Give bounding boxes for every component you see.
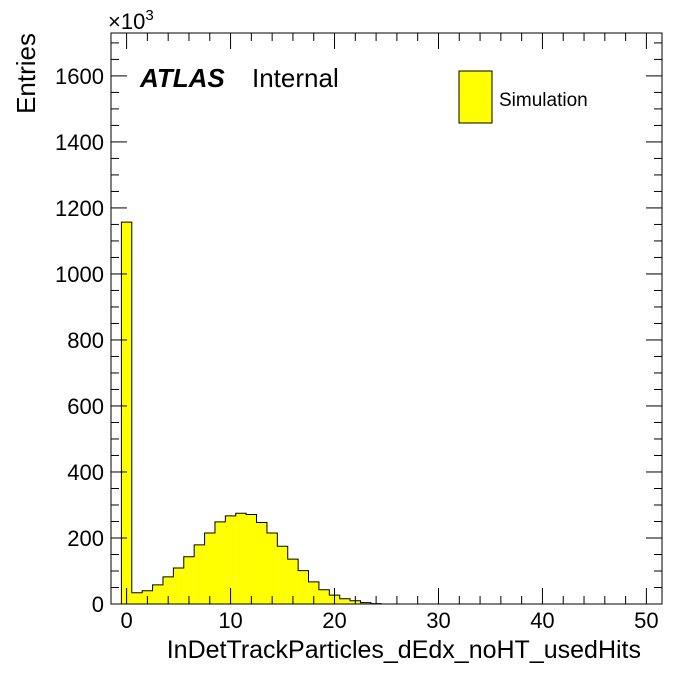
y-tick-label: 0: [92, 592, 104, 617]
histogram-bin: [319, 590, 329, 604]
y-tick-label: 1200: [55, 196, 104, 221]
plot-frame: [111, 33, 662, 604]
axis-ticks: [111, 33, 662, 604]
histogram-bin: [246, 515, 256, 604]
y-tick-label: 200: [67, 526, 104, 551]
x-tick-label: 30: [426, 608, 450, 633]
y-tick-label: 800: [67, 328, 104, 353]
histogram-bin: [267, 533, 277, 604]
histogram-bin: [153, 585, 163, 604]
y-tick-label: 1000: [55, 262, 104, 287]
histogram-bin: [132, 593, 142, 604]
x-tick-label: 50: [634, 608, 658, 633]
histogram-bin: [194, 545, 204, 604]
histogram-bin: [236, 513, 246, 604]
y-tick-label: 400: [67, 460, 104, 485]
y-tick-label: 1400: [55, 130, 104, 155]
y-axis-label: Entries: [11, 33, 41, 114]
histogram-bin: [215, 522, 225, 604]
x-tick-label: 0: [120, 608, 132, 633]
tick-labels: 0 10 20 30 40 50 0 200 400 600 800 1000 1200 1400 1600: [55, 64, 659, 633]
internal-label: Internal: [252, 63, 339, 93]
y-tick-label: 600: [67, 394, 104, 419]
legend-swatch: [459, 71, 492, 123]
y-multiplier: ×103: [108, 7, 154, 34]
y-tick-label: 1600: [55, 64, 104, 89]
x-tick-label: 10: [218, 608, 242, 633]
x-tick-label: 40: [530, 608, 554, 633]
x-tick-label: 20: [322, 608, 346, 633]
legend-label: Simulation: [499, 90, 588, 111]
histogram-bin: [298, 571, 308, 604]
histogram-bin: [340, 599, 350, 604]
atlas-label: ATLAS: [139, 63, 225, 93]
histogram-bars: [121, 222, 381, 604]
histogram-bin: [205, 533, 215, 604]
histogram-bin: [257, 522, 267, 604]
histogram-bin: [277, 546, 287, 604]
x-axis-label: InDetTrackParticles_dEdx_noHT_usedHits: [167, 636, 641, 664]
histogram-bin: [173, 568, 183, 604]
histogram-bin: [121, 222, 131, 604]
